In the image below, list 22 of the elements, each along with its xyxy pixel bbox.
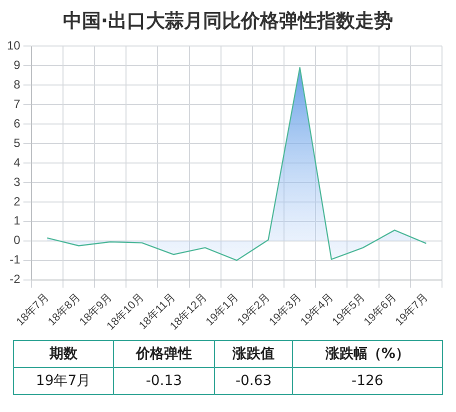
y-tick-label: 0 xyxy=(14,233,21,248)
y-tick-label: 9 xyxy=(14,58,21,72)
text: -0.13 xyxy=(113,368,215,394)
y-tick-label: -1 xyxy=(10,252,21,267)
y-tick-label: -2 xyxy=(10,272,21,286)
text: 19年7月 xyxy=(14,368,114,394)
y-tick-label: 3 xyxy=(14,174,21,189)
y-tick-label: 8 xyxy=(14,77,21,92)
text: 涨跌幅（%） xyxy=(292,340,442,368)
text: -126 xyxy=(292,368,442,394)
y-tick-label: 1 xyxy=(14,214,21,228)
y-tick-label: 10 xyxy=(6,38,21,53)
chart-title: 中国·出口大蒜月同比价格弹性指数走势 xyxy=(62,9,394,34)
y-tick-label: 4 xyxy=(14,155,21,170)
y-tick-label: 7 xyxy=(14,96,21,111)
text: 涨跌值 xyxy=(214,340,292,368)
y-tick-label: 2 xyxy=(14,194,21,208)
text: -0.63 xyxy=(214,368,292,394)
y-tick-label: 6 xyxy=(14,116,21,130)
y-tick-label: 5 xyxy=(14,136,21,150)
text: 期数 xyxy=(14,340,114,368)
text: 价格弹性 xyxy=(113,340,215,368)
